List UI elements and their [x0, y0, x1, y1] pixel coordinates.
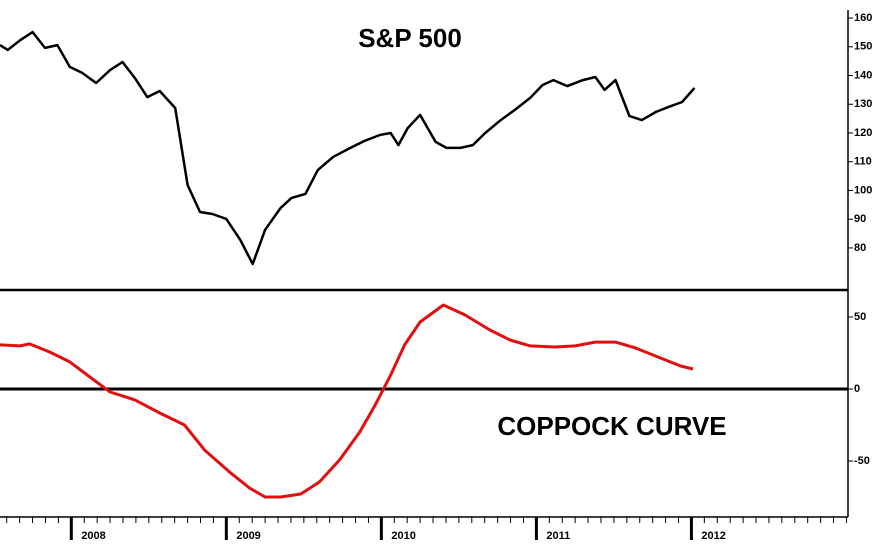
y-tick-label: 140 — [854, 69, 872, 81]
y-tick-label: 50 — [854, 311, 866, 323]
y-tick-label: 120 — [854, 127, 872, 139]
x-tick-label: 2011 — [546, 530, 570, 542]
y-tick-label: 80 — [854, 242, 866, 254]
line-series — [0, 30, 696, 266]
y-tick-label: 110 — [854, 156, 872, 168]
y-tick-label: 0 — [854, 383, 860, 395]
x-tick-label: 2009 — [236, 530, 260, 542]
line-series — [0, 303, 694, 499]
y-tick-label: 160 — [854, 12, 872, 24]
x-tick-label: 2012 — [701, 530, 725, 542]
x-tick-label: 2008 — [81, 530, 105, 542]
chart-title: S&P 500 — [358, 23, 462, 53]
x-tick-label: 2010 — [391, 530, 415, 542]
chart-title: COPPOCK CURVE — [497, 411, 726, 441]
y-tick-label: -50 — [854, 455, 870, 467]
y-tick-label: 130 — [854, 98, 872, 110]
y-tick-label: 90 — [854, 213, 866, 225]
y-tick-label: 100 — [854, 184, 872, 196]
y-tick-label: 150 — [854, 41, 872, 53]
